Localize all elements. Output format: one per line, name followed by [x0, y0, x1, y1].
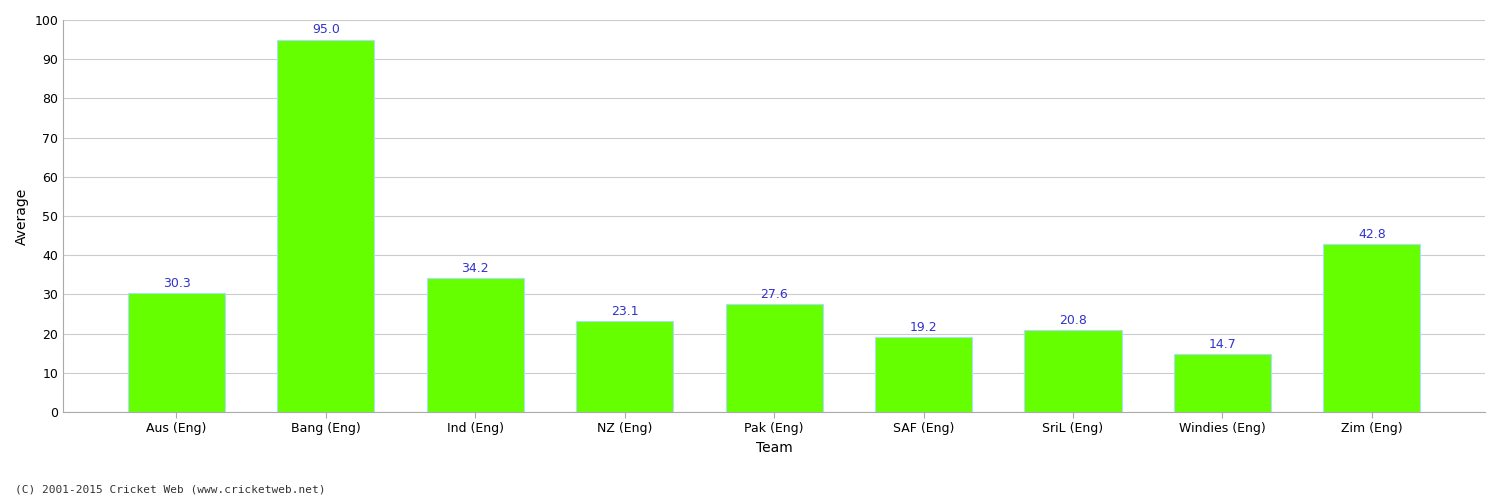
Bar — [874, 337, 972, 412]
Bar — [726, 304, 822, 412]
Bar — [128, 293, 225, 412]
Text: 42.8: 42.8 — [1358, 228, 1386, 241]
X-axis label: Team: Team — [756, 441, 792, 455]
Text: 34.2: 34.2 — [462, 262, 489, 275]
Bar — [426, 278, 524, 412]
Text: 30.3: 30.3 — [162, 277, 190, 290]
Bar — [1174, 354, 1270, 412]
Text: (C) 2001-2015 Cricket Web (www.cricketweb.net): (C) 2001-2015 Cricket Web (www.cricketwe… — [15, 485, 326, 495]
Y-axis label: Average: Average — [15, 188, 28, 244]
Bar — [278, 40, 375, 412]
Bar — [576, 322, 674, 412]
Text: 27.6: 27.6 — [760, 288, 788, 300]
Bar — [1024, 330, 1122, 412]
Text: 19.2: 19.2 — [910, 320, 938, 334]
Text: 23.1: 23.1 — [610, 306, 639, 318]
Text: 95.0: 95.0 — [312, 24, 340, 36]
Bar — [1323, 244, 1420, 412]
Text: 14.7: 14.7 — [1209, 338, 1236, 351]
Text: 20.8: 20.8 — [1059, 314, 1088, 328]
